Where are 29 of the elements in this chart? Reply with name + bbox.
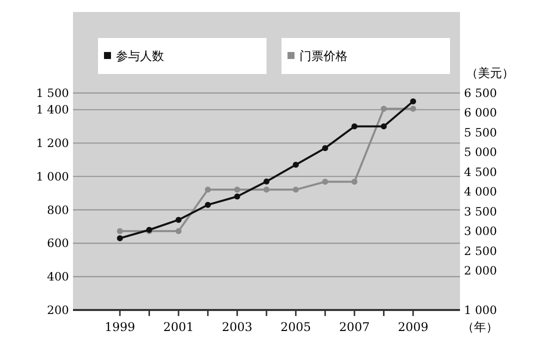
y2-tick-label: 3 500 [464, 204, 497, 218]
x-tick-label: 1999 [104, 320, 136, 334]
y-tick-label: 400 [47, 270, 69, 284]
y2-tick-label: 4 000 [464, 184, 497, 199]
y2-tick-label: 5 000 [464, 145, 497, 160]
y-tick-label: 1 500 [36, 86, 69, 100]
legend-label: 门票价格 [300, 49, 348, 63]
y-tick-label: 200 [47, 303, 69, 317]
x-tick-label: 2005 [280, 320, 312, 334]
y-tick-label: 1 200 [36, 136, 69, 150]
legend-label: 参与人数 [116, 49, 164, 63]
x-tick-label: 2001 [163, 320, 194, 334]
y2-tick-label: 2 000 [464, 264, 497, 278]
y2-tick-label: 5 500 [464, 125, 497, 140]
y-tick-label: 1 000 [36, 169, 69, 184]
y-tick-label: 600 [47, 236, 69, 250]
y2-tick-label: 2 500 [464, 244, 497, 258]
y2-tick-label: 3 000 [464, 224, 497, 238]
y2-tick-label: 4 500 [464, 164, 497, 179]
x-tick-label: 2009 [398, 320, 428, 334]
y2-tick-label: 6 000 [464, 106, 497, 120]
y2-tick-label: 6 500 [464, 86, 497, 100]
y-tick-label: 1 400 [36, 102, 69, 117]
y2-tick-label: 1 000 [464, 303, 497, 317]
x-tick-label: 2003 [222, 320, 252, 334]
x-tick-label: 2007 [339, 320, 370, 334]
y-tick-label: 800 [47, 202, 69, 217]
x-axis-title: （年） [462, 320, 498, 334]
y2-axis-title: （美元） [466, 66, 514, 80]
